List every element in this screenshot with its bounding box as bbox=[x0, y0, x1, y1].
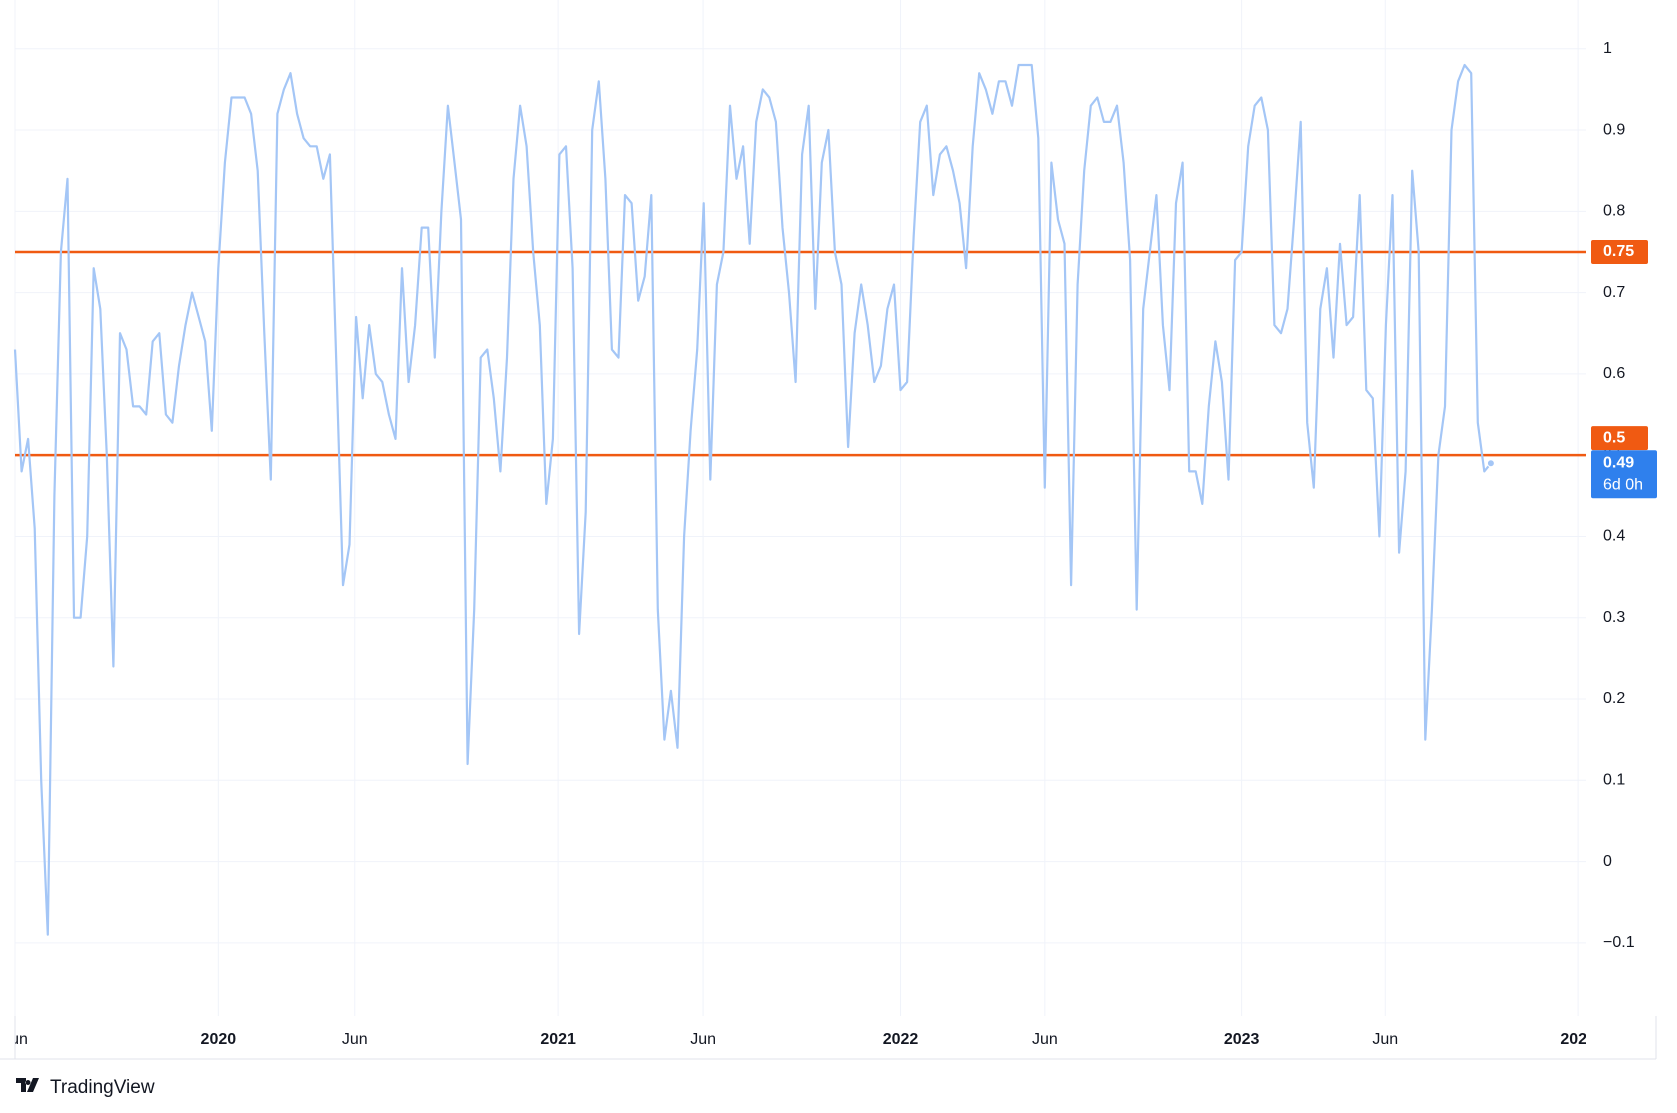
y-tick-label: 0.8 bbox=[1603, 203, 1625, 220]
level-label: 0.75 bbox=[1603, 243, 1634, 260]
x-tick-label: Jun bbox=[690, 1031, 716, 1048]
data-line bbox=[13, 63, 1492, 936]
y-tick-label: 0.3 bbox=[1603, 609, 1625, 626]
y-tick-label: 0.7 bbox=[1603, 284, 1625, 301]
y-tick-label: 1 bbox=[1603, 40, 1612, 57]
x-tick-label: 2023 bbox=[1224, 1031, 1260, 1048]
x-tick-label: Jun bbox=[2, 1031, 28, 1048]
x-tick-label: 2020 bbox=[201, 1031, 237, 1048]
y-tick-label: −0.1 bbox=[1603, 934, 1635, 951]
last-value-box bbox=[1591, 450, 1657, 499]
y-tick-label: 0 bbox=[1603, 853, 1612, 870]
x-tick-label: 2022 bbox=[883, 1031, 919, 1048]
x-axis: Jun 2020 Jun 2021 Jun 2022 Jun 2023 Jun 2024 bbox=[2, 1031, 1596, 1048]
level-label-box bbox=[1591, 239, 1648, 264]
logo bbox=[16, 1078, 39, 1092]
x-tick-label: Jun bbox=[342, 1031, 368, 1048]
last-value-label: 0.49 bbox=[1603, 455, 1634, 472]
x-tick-label: 2024 bbox=[1560, 1031, 1596, 1048]
x-tick-label: Jun bbox=[1032, 1031, 1058, 1048]
level-label-box bbox=[1591, 426, 1648, 451]
y-tick-label: 0.2 bbox=[1603, 690, 1625, 707]
y-tick-label: 0.9 bbox=[1603, 121, 1625, 138]
level-label: 0.5 bbox=[1603, 429, 1625, 446]
brand: TradingView bbox=[50, 1077, 155, 1098]
y-tick-label: 0.1 bbox=[1603, 772, 1625, 789]
y-tick-label: 0.6 bbox=[1603, 365, 1625, 382]
countdown-label: 6d 0h bbox=[1603, 477, 1643, 494]
y-tick-label: 0.4 bbox=[1603, 528, 1625, 545]
x-tick-label: Jun bbox=[1372, 1031, 1398, 1048]
x-tick-label: 2021 bbox=[540, 1031, 576, 1048]
last-point bbox=[1486, 459, 1495, 468]
